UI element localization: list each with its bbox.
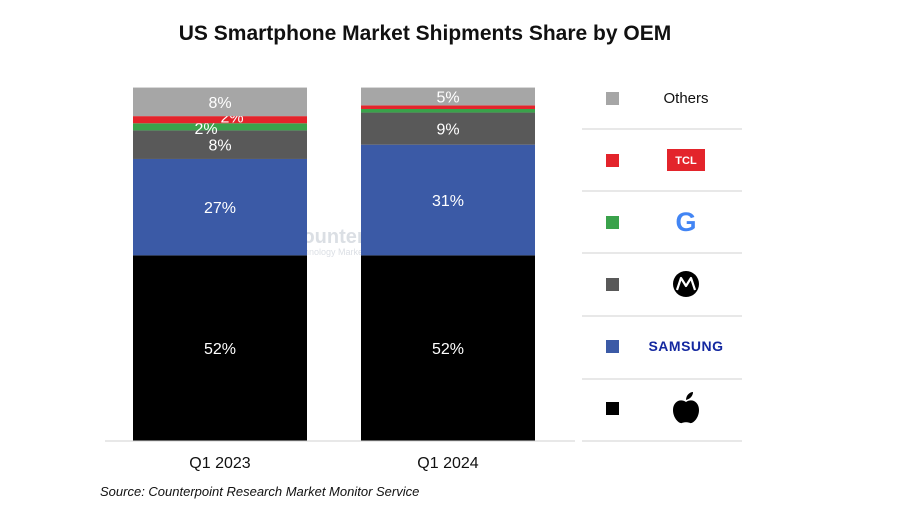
label-google-q1-2023: 2%: [194, 121, 217, 138]
legend: Others TCL G SAMSUNG: [582, 90, 742, 442]
motorola-logo-m: [675, 276, 697, 291]
legend-swatch-tcl: [606, 154, 619, 167]
apple-logo-leaf: [686, 392, 693, 400]
bar-samsung-q1-2023: [133, 158, 307, 256]
label-others-q1-2024: 5%: [436, 89, 459, 106]
tcl-logo-icon: TCL: [667, 149, 705, 171]
apple-logo-icon: [673, 392, 699, 424]
chart-title: US Smartphone Market Shipments Share by …: [178, 22, 672, 45]
bar-tcl-q1-2024: [361, 105, 535, 109]
google-logo-icon: G: [675, 207, 696, 237]
bar-samsung-q1-2024: [361, 144, 535, 256]
legend-swatch-samsung: [606, 340, 619, 353]
x-axis-labels: Q1 2023 Q1 2024: [189, 455, 478, 472]
source-note: Source: Counterpoint Research Market Mon…: [100, 484, 420, 499]
label-others-q1-2023: 8%: [208, 95, 231, 112]
legend-swatch-others: [606, 92, 619, 105]
samsung-logo-icon: SAMSUNG: [648, 338, 723, 354]
bar-others-q1-2023: [133, 87, 307, 117]
legend-label-tcl: TCL: [675, 155, 697, 167]
bar-motorola-q1-2023: [133, 130, 307, 159]
label-samsung-q1-2024: 31%: [432, 193, 464, 210]
bar-google-q1-2024: [361, 108, 535, 113]
legend-swatch-motorola: [606, 278, 619, 291]
label-apple-q1-2024: 52%: [432, 341, 464, 358]
watermark-tagline: Technology Market Research: [290, 247, 407, 257]
label-motorola-q1-2023: 8%: [208, 138, 231, 155]
bar-apple-q1-2024: [361, 255, 535, 441]
label-samsung-q1-2023: 27%: [204, 200, 236, 217]
apple-logo-body: [673, 400, 699, 424]
motorola-logo-icon: [673, 271, 699, 297]
bar-apple-q1-2023: [133, 255, 307, 441]
bar-motorola-q1-2024: [361, 112, 535, 145]
bar-tcl-q1-2023: [133, 116, 307, 124]
bars-group: 52%27%8%2%2%8%52%31%9%5%: [133, 87, 535, 441]
legend-swatch-google: [606, 216, 619, 229]
label-apple-q1-2023: 52%: [204, 341, 236, 358]
tcl-logo-box: [667, 149, 705, 171]
label-motorola-q1-2024: 9%: [436, 122, 459, 139]
x-label-q1-2023: Q1 2023: [189, 455, 250, 472]
bar-google-q1-2023: [133, 123, 307, 131]
legend-swatch-apple: [606, 402, 619, 415]
legend-label-others: Others: [663, 90, 708, 107]
bar-others-q1-2024: [361, 87, 535, 106]
x-label-q1-2024: Q1 2024: [417, 455, 478, 472]
